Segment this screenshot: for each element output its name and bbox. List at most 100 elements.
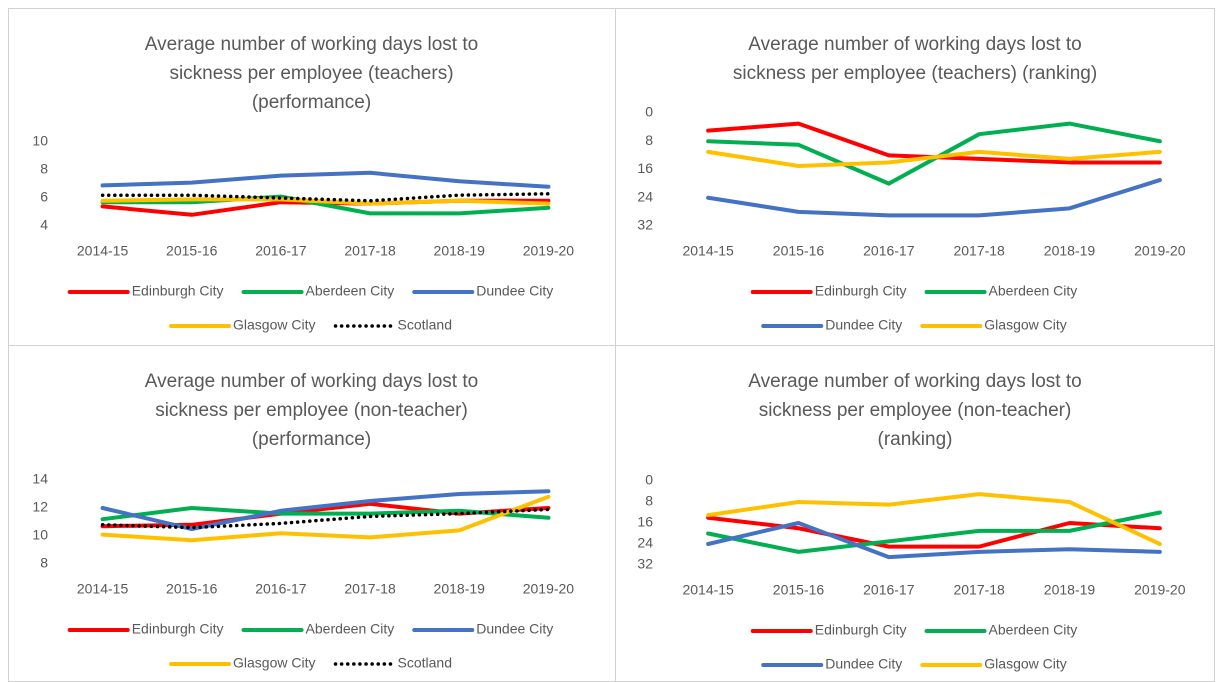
x-tick-label: 2018-19: [1044, 243, 1096, 259]
y-tick-label: 10: [32, 527, 48, 543]
x-tick-label: 2017-18: [344, 581, 396, 597]
legend-label: Edinburgh City: [815, 283, 907, 299]
legend-label: Dundee City: [825, 656, 902, 672]
legend-item: Edinburgh City: [750, 283, 907, 299]
legend-label: Dundee City: [825, 317, 902, 333]
y-tick-label: 14: [32, 471, 48, 487]
legend-label: Scotland: [397, 655, 451, 671]
chart-title: sickness per employee (non-teacher): [759, 400, 1072, 421]
chart-title: Average number of working days lost to: [145, 34, 478, 55]
x-tick-label: 2019-20: [523, 581, 575, 597]
series-line: [706, 149, 1162, 168]
series-line: [706, 515, 1162, 549]
x-tick-label: 2016-17: [863, 243, 915, 259]
x-tick-label: 2019-20: [1134, 582, 1186, 598]
x-tick-label: 2014-15: [77, 243, 129, 259]
legend-label: Glasgow City: [233, 655, 315, 671]
chart-panel: Average number of working days lost to si…: [32, 34, 574, 333]
series-line: [100, 170, 551, 189]
legend-item: Dundee City: [412, 621, 553, 637]
y-tick-label: 10: [32, 133, 48, 149]
x-tick-label: 2016-17: [863, 582, 915, 598]
series-line: [706, 121, 1162, 186]
series-line: [100, 494, 551, 543]
legend-label: Aberdeen City: [306, 283, 395, 299]
legend-item: Glasgow City: [920, 317, 1067, 333]
x-tick-label: 2015-16: [166, 581, 218, 597]
legend-item: Aberdeen City: [241, 283, 395, 299]
x-tick-label: 2018-19: [434, 243, 486, 259]
series-line: [100, 489, 551, 531]
legend-item: Dundee City: [761, 317, 902, 333]
x-tick-label: 2014-15: [682, 243, 734, 259]
legend-item: Edinburgh City: [67, 621, 224, 637]
y-tick-label: 8: [645, 132, 653, 148]
chart-title: Average number of working days lost to: [145, 371, 478, 392]
y-tick-label: 4: [40, 217, 48, 233]
legend-item: Scotland: [333, 655, 452, 671]
legend-item: Dundee City: [412, 283, 553, 299]
legend-label: Scotland: [397, 317, 451, 333]
legend-item: Glasgow City: [169, 655, 315, 671]
chart-panel: Average number of working days lost to si…: [637, 34, 1185, 333]
x-tick-label: 2014-15: [77, 581, 129, 597]
y-tick-label: 0: [645, 104, 653, 120]
y-tick-label: 12: [32, 499, 48, 515]
chart-title: (ranking): [878, 429, 953, 450]
y-tick-label: 8: [645, 493, 653, 509]
y-tick-label: 24: [637, 535, 653, 551]
legend-label: Glasgow City: [984, 317, 1066, 333]
x-tick-label: 2019-20: [523, 243, 575, 259]
x-tick-label: 2019-20: [1134, 243, 1186, 259]
series-line: [100, 507, 551, 530]
legend-label: Edinburgh City: [815, 622, 907, 638]
legend-item: Glasgow City: [169, 317, 315, 333]
x-tick-label: 2016-17: [255, 581, 307, 597]
y-tick-label: 0: [645, 472, 653, 488]
x-tick-label: 2015-16: [166, 243, 218, 259]
x-tick-label: 2017-18: [953, 243, 1005, 259]
chart-panel: Average number of working days lost to si…: [32, 371, 574, 671]
legend-label: Aberdeen City: [989, 622, 1078, 638]
series-line: [100, 194, 551, 216]
x-tick-label: 2015-16: [773, 582, 825, 598]
x-tick-label: 2017-18: [344, 243, 396, 259]
chart-title: Average number of working days lost to: [748, 34, 1081, 55]
legend-item: Aberdeen City: [241, 621, 395, 637]
series-line: [706, 510, 1162, 554]
legend-item: Glasgow City: [920, 656, 1067, 672]
y-tick-label: 8: [40, 161, 48, 177]
legend-item: Aberdeen City: [924, 622, 1078, 638]
legend-label: Edinburgh City: [132, 283, 224, 299]
chart-title: sickness per employee (non-teacher): [155, 400, 468, 421]
legend-label: Edinburgh City: [132, 621, 224, 637]
x-tick-label: 2015-16: [773, 243, 825, 259]
legend-label: Aberdeen City: [989, 283, 1078, 299]
x-tick-label: 2014-15: [682, 582, 734, 598]
x-tick-label: 2016-17: [255, 243, 307, 259]
y-tick-label: 16: [637, 160, 653, 176]
y-tick-label: 32: [637, 556, 653, 572]
legend-item: Dundee City: [761, 656, 902, 672]
y-tick-label: 32: [637, 217, 653, 233]
legend-label: Aberdeen City: [306, 621, 395, 637]
chart-title: (performance): [252, 92, 371, 113]
chart-title: Average number of working days lost to: [748, 371, 1081, 392]
legend-item: Edinburgh City: [67, 283, 224, 299]
series-line: [706, 521, 1162, 560]
x-tick-label: 2017-18: [953, 582, 1005, 598]
y-tick-label: 16: [637, 514, 653, 530]
legend-label: Glasgow City: [984, 656, 1066, 672]
y-tick-label: 6: [40, 189, 48, 205]
series-line: [706, 492, 1162, 546]
x-tick-label: 2018-19: [434, 581, 486, 597]
legend-item: Scotland: [333, 317, 452, 333]
legend-item: Edinburgh City: [750, 622, 907, 638]
chart-title: sickness per employee (teachers) (rankin…: [733, 63, 1097, 84]
series-line: [100, 192, 551, 203]
legend-label: Dundee City: [476, 283, 553, 299]
legend-label: Dundee City: [476, 621, 553, 637]
legend-label: Glasgow City: [233, 317, 315, 333]
x-tick-label: 2018-19: [1044, 582, 1096, 598]
